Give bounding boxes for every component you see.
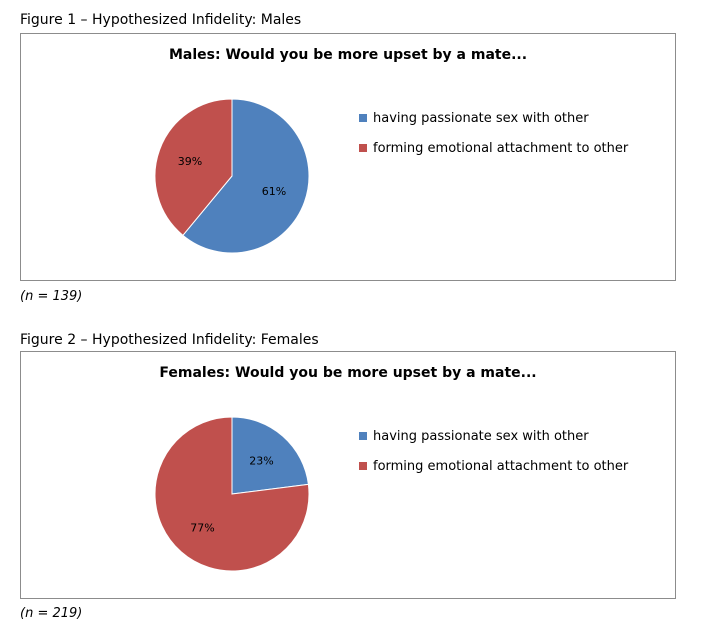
figure-2-caption: Figure 2 – Hypothesized Infidelity: Fema… [20, 332, 319, 348]
chart-title: Males: Would you be more upset by a mate… [168, 47, 528, 63]
legend-label: forming emotional attachment to other [373, 458, 629, 474]
slice-data-label: 23% [249, 455, 273, 468]
pie-slice [154, 98, 233, 237]
legend-item-sex: having passionate sex with other [359, 110, 628, 126]
legend-swatch-red [359, 462, 367, 470]
females-chart: Females: Would you be more upset by a ma… [20, 351, 676, 599]
males-chart: Males: Would you be more upset by a mate… [20, 33, 676, 281]
legend-item-emotional: forming emotional attachment to other [359, 140, 628, 156]
legend-item-emotional: forming emotional attachment to other [359, 458, 628, 474]
legend-label: forming emotional attachment to other [373, 140, 629, 156]
figure-1-caption: Figure 1 – Hypothesized Infidelity: Male… [20, 12, 302, 28]
figure-1-sample-size: (n = 139) [20, 289, 83, 304]
slice-data-label: 61% [262, 185, 286, 198]
legend-label: having passionate sex with other [373, 428, 589, 444]
pie-slice [231, 416, 309, 495]
legend-item-sex: having passionate sex with other [359, 428, 628, 444]
legend-swatch-red [359, 144, 367, 152]
males-pie-chart: 61% 39% [154, 98, 310, 254]
slice-data-label: 77% [190, 521, 214, 534]
chart-legend: having passionate sex with other forming… [359, 428, 628, 488]
pie-slice [154, 416, 310, 572]
legend-swatch-blue [359, 432, 367, 440]
chart-legend: having passionate sex with other forming… [359, 110, 628, 170]
figure-2-sample-size: (n = 219) [20, 606, 83, 621]
pie-slice [182, 98, 310, 254]
legend-swatch-blue [359, 114, 367, 122]
chart-title: Females: Would you be more upset by a ma… [159, 365, 537, 381]
females-pie-chart: 23% 77% [154, 416, 310, 572]
slice-data-label: 39% [178, 155, 202, 168]
legend-label: having passionate sex with other [373, 110, 589, 126]
